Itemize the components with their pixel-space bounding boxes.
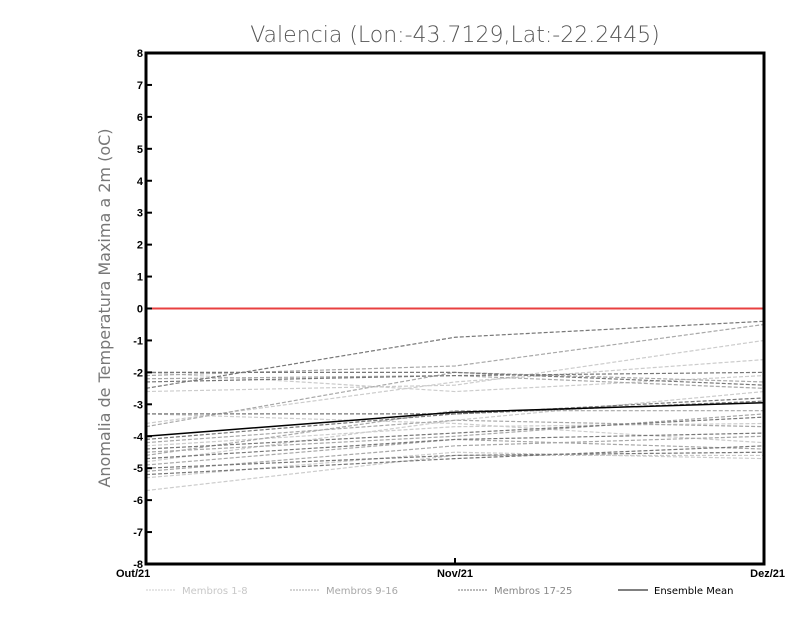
y-tick-label: -6 — [133, 495, 143, 507]
member-line-2 — [145, 454, 764, 492]
y-tick-label: -2 — [133, 367, 143, 379]
legend-label-2: Membros 9-16 — [326, 586, 398, 597]
y-tick-label: -5 — [133, 463, 143, 475]
member-line-15 — [145, 374, 765, 389]
legend-label-4: Ensemble Mean — [654, 586, 733, 597]
member-line-25 — [145, 432, 765, 460]
member-line-21 — [145, 451, 765, 469]
member-line-14 — [145, 438, 765, 466]
y-tick-label: -7 — [133, 527, 143, 539]
y-tick-label: 7 — [137, 80, 143, 92]
y-tick-label: 4 — [137, 176, 144, 188]
ensemble-mean-line — [145, 401, 765, 437]
member-line-4 — [145, 422, 765, 447]
y-tick-label: 1 — [137, 272, 143, 284]
member-line-22 — [145, 416, 765, 450]
member-line-3 — [145, 359, 765, 425]
legend-label-3: Membros 17-25 — [494, 586, 572, 597]
y-tick-label: 6 — [137, 112, 143, 124]
member-line-7 — [145, 413, 765, 444]
y-tick-label: 2 — [137, 240, 143, 252]
y-tick-label: 5 — [137, 144, 143, 156]
member-line-9 — [145, 323, 765, 377]
member-line-24 — [145, 371, 765, 383]
member-line-17 — [145, 320, 765, 389]
member-line-23 — [145, 445, 765, 476]
member-line-10 — [145, 413, 765, 453]
y-tick-label: -3 — [133, 399, 143, 411]
chart-title: Valencia (Lon:-43.7129,Lat:-22.2445) — [250, 23, 660, 48]
y-tick-label: -1 — [133, 335, 143, 347]
member-line-8 — [145, 371, 765, 393]
member-line-18 — [146, 371, 765, 386]
y-tick-label: 8 — [137, 48, 143, 60]
member-line-1 — [145, 339, 765, 393]
x-tick-label: Dez/21 — [750, 568, 785, 580]
member-line-5 — [145, 451, 765, 479]
y-axis-label: Anomalia de Temperatura Maxima a 2m (oC) — [95, 128, 114, 487]
legend-label-1: Membros 1-8 — [182, 586, 248, 597]
member-line-20 — [146, 400, 765, 415]
y-tick-label: 3 — [137, 208, 143, 220]
member-line-13 — [145, 419, 765, 444]
y-tick-label: 0 — [137, 304, 143, 316]
x-tick-label: Nov/21 — [437, 568, 473, 580]
member-line-11 — [145, 435, 765, 472]
y-tick-label: -8 — [133, 559, 143, 571]
member-line-16 — [145, 410, 764, 457]
y-tick-label: -4 — [133, 431, 144, 443]
member-line-6 — [145, 390, 765, 463]
member-line-19 — [145, 397, 765, 441]
x-tick-label: Out/21 — [116, 568, 150, 580]
